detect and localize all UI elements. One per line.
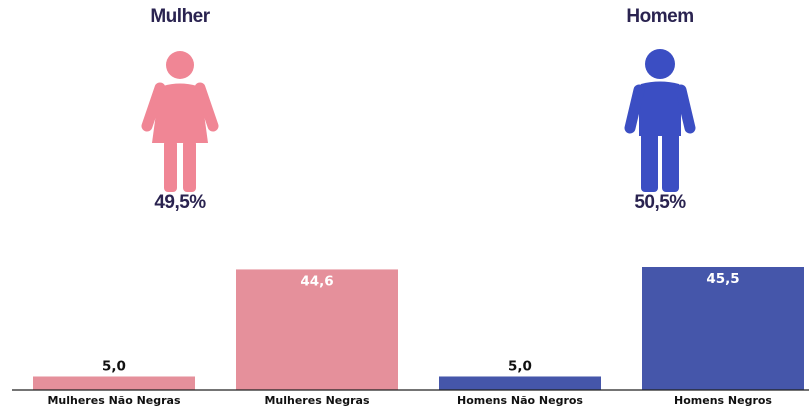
bar-homens-negros (642, 267, 804, 390)
bar-value-homens-negros: 45,5 (706, 271, 739, 287)
bar-label-homens-negros: Homens Negros (674, 394, 772, 407)
bar-value-homens-nao-negros: 5,0 (508, 358, 532, 374)
bar-label-mulheres-negras: Mulheres Negras (264, 394, 369, 407)
bar-homens-nao-negros (439, 376, 601, 390)
woman-icon (141, 51, 219, 192)
male-percent: 50,5% (634, 192, 686, 213)
man-icon (624, 49, 696, 192)
bar-mulheres-nao-negras (33, 376, 195, 390)
bar-chart: 5,0 Mulheres Não Negras 44,6 Mulheres Negra… (12, 267, 809, 407)
bar-value-mulheres-negras: 44,6 (300, 273, 333, 289)
bar-label-mulheres-nao-negras: Mulheres Não Negras (47, 394, 181, 407)
female-title: Mulher (150, 6, 210, 27)
bar-label-homens-nao-negros: Homens Não Negros (457, 394, 583, 407)
male-title: Homem (626, 6, 694, 27)
bar-value-mulheres-nao-negras: 5,0 (102, 358, 126, 374)
female-percent: 49,5% (154, 192, 206, 213)
bar-mulheres-negras (236, 269, 398, 390)
